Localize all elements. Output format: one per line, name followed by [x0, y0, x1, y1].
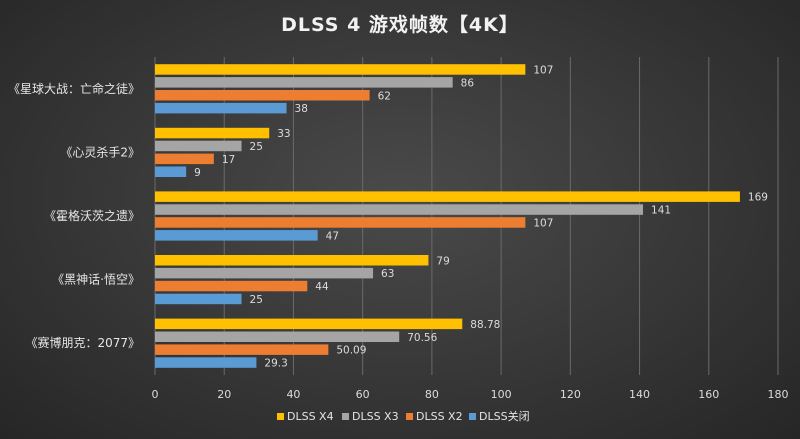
category-label: 《心灵杀手2》: [60, 144, 140, 159]
data-label: 50.09: [336, 345, 366, 357]
data-label: 63: [381, 268, 394, 280]
data-label: 86: [461, 77, 475, 89]
data-label: 107: [533, 64, 553, 76]
legend: DLSS X4 DLSS X3 DLSS X2 DLSS关闭: [277, 409, 530, 423]
category-labels: 《星球大战：亡命之徒》《心灵杀手2》《霍格沃茨之遗》《黑神话·悟空》《赛博朋克：…: [8, 81, 140, 350]
bar: [155, 318, 463, 330]
legend-label: DLSS关闭: [479, 409, 530, 423]
bar: [155, 90, 370, 101]
legend-label: DLSS X2: [416, 410, 463, 423]
data-label: 47: [326, 230, 339, 242]
legend-swatch: [342, 413, 349, 420]
x-tick-label: 60: [356, 388, 370, 401]
data-label: 29.3: [264, 358, 287, 370]
bar: [155, 331, 400, 342]
x-tick-label: 100: [491, 388, 512, 401]
x-tick-label: 180: [768, 388, 789, 401]
x-tick-label: 20: [217, 388, 231, 401]
data-label: 44: [315, 281, 329, 293]
bar: [155, 166, 187, 177]
data-label: 70.56: [407, 332, 437, 344]
legend-swatch: [406, 413, 413, 420]
data-label: 38: [295, 103, 308, 115]
x-tick-label: 40: [286, 388, 300, 401]
chart-title: DLSS 4 游戏帧数【4K】: [281, 14, 519, 36]
x-tick-label: 80: [425, 388, 439, 401]
data-label: 62: [378, 90, 391, 102]
data-label: 169: [748, 192, 768, 204]
bar: [155, 77, 453, 88]
data-label: 88.78: [470, 319, 500, 331]
category-label: 《星球大战：亡命之徒》: [8, 81, 140, 96]
legend-swatch: [469, 413, 476, 420]
legend-swatch: [277, 413, 284, 420]
bar: [155, 191, 740, 202]
category-label: 《霍格沃茨之遗》: [44, 208, 140, 223]
data-label: 79: [436, 255, 449, 267]
bar: [155, 217, 526, 228]
bars: 107 86 62 38 33 25 17 9 169 141 107 47 79 63 44 25 88.78…: [155, 64, 768, 370]
bar: [155, 267, 374, 279]
legend-label: DLSS X4: [287, 410, 334, 423]
x-tick-label: 140: [629, 388, 650, 401]
data-label: 25: [250, 294, 263, 306]
bar: [155, 140, 242, 152]
bar: [155, 64, 526, 75]
data-label: 25: [250, 141, 263, 153]
category-label: 《赛博朋克：2077》: [25, 335, 140, 350]
data-label: 9: [194, 167, 201, 179]
data-label: 17: [222, 154, 235, 166]
category-label: 《黑神话·悟空》: [52, 272, 140, 287]
x-tick-label: 0: [152, 388, 159, 401]
data-label: 107: [533, 217, 553, 229]
bar: [155, 293, 242, 305]
x-tick-label: 160: [698, 388, 719, 401]
bar: [155, 280, 308, 292]
bar: [155, 344, 329, 355]
bar: [155, 204, 644, 215]
data-label: 33: [277, 128, 290, 140]
bar: [155, 230, 318, 241]
legend-label: DLSS X3: [352, 410, 399, 423]
data-label: 141: [651, 205, 671, 217]
bar: [155, 102, 287, 114]
bar: [155, 357, 257, 368]
x-axis-ticks: 0 20 40 60 80 100 120 140 160 180: [152, 388, 789, 401]
bar: [155, 255, 429, 266]
x-tick-label: 120: [560, 388, 581, 401]
bar: [155, 127, 270, 139]
bar: [155, 153, 214, 165]
